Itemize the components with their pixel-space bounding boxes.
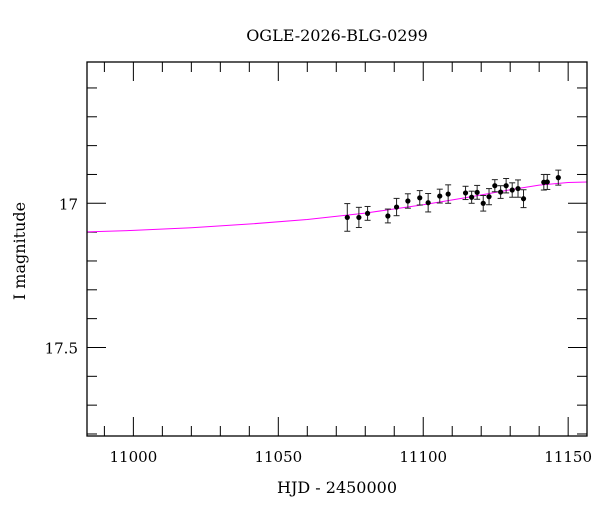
data-point: [486, 188, 493, 206]
data-points: [344, 169, 562, 232]
data-marker: [555, 175, 561, 181]
data-marker: [425, 200, 431, 206]
data-point: [509, 182, 516, 198]
x-tick-label: 11050: [254, 448, 302, 466]
data-marker: [544, 179, 550, 185]
data-point: [393, 197, 400, 217]
data-marker: [520, 196, 527, 202]
data-marker: [480, 200, 486, 206]
data-marker: [437, 193, 443, 199]
axis-ticks: [87, 62, 587, 436]
data-marker: [385, 213, 391, 219]
data-point: [344, 203, 351, 232]
y-tick-label: 17: [59, 195, 78, 213]
data-point: [462, 185, 469, 201]
data-point: [491, 179, 498, 193]
data-point: [364, 205, 371, 221]
y-tick-label: 17.5: [45, 339, 78, 357]
data-marker: [469, 194, 475, 200]
data-point: [445, 184, 452, 204]
data-point: [384, 208, 391, 224]
data-marker: [462, 190, 469, 196]
data-marker: [486, 194, 492, 200]
data-marker: [356, 214, 362, 221]
data-marker: [405, 198, 411, 204]
data-point: [425, 192, 432, 213]
x-tick-label: 11150: [544, 448, 592, 466]
data-point: [544, 173, 551, 190]
data-point: [497, 185, 504, 199]
y-axis-label: I magnitude: [10, 202, 29, 300]
data-marker: [503, 183, 509, 189]
data-point: [355, 206, 362, 229]
plot-frame: [86, 61, 588, 437]
data-point: [474, 184, 481, 200]
data-marker: [492, 183, 498, 189]
x-tick-label: 11100: [399, 448, 447, 466]
data-point: [515, 179, 522, 198]
data-marker: [445, 191, 451, 197]
data-point: [468, 190, 475, 204]
data-marker: [498, 189, 504, 195]
x-tick-label: 11000: [110, 448, 158, 466]
data-point: [480, 195, 487, 212]
data-marker: [515, 185, 521, 192]
data-marker: [364, 210, 371, 216]
data-marker: [509, 187, 515, 193]
data-point: [404, 193, 411, 209]
data-point: [503, 177, 510, 194]
data-point: [436, 188, 443, 204]
data-marker: [474, 189, 480, 195]
tick-labels: 11000 11050 11100 11150 17 17.5: [45, 195, 592, 466]
data-point: [520, 189, 527, 209]
data-marker: [344, 214, 350, 221]
data-marker: [393, 204, 400, 210]
data-point: [555, 169, 562, 186]
chart-title: OGLE-2026-BLG-0299: [246, 26, 428, 45]
data-marker: [417, 195, 423, 201]
x-axis-label: HJD - 2450000: [277, 478, 397, 497]
data-point: [416, 190, 423, 206]
